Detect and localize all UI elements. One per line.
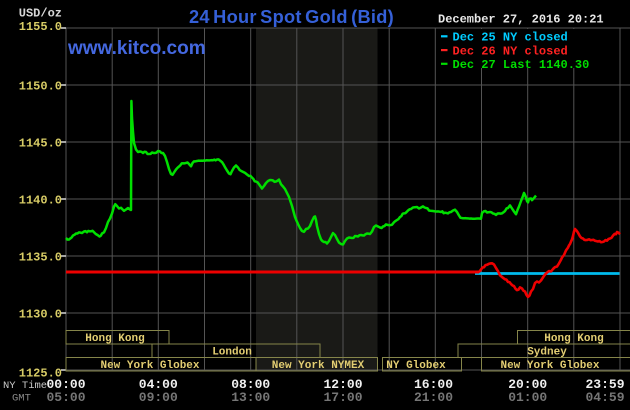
svg-text:09:00: 09:00 <box>139 390 178 405</box>
svg-text:1140.0: 1140.0 <box>19 193 62 207</box>
svg-text:1150.0: 1150.0 <box>19 79 62 93</box>
svg-text:1145.0: 1145.0 <box>19 136 62 150</box>
svg-text:20:00: 20:00 <box>508 377 547 392</box>
svg-text:16:00: 16:00 <box>414 377 453 392</box>
svg-text:New York Globex: New York Globex <box>100 360 199 372</box>
svg-text:01:00: 01:00 <box>508 390 547 405</box>
svg-text:08:00: 08:00 <box>231 377 270 392</box>
svg-text:23:59: 23:59 <box>585 377 624 392</box>
svg-text:Hong Kong: Hong Kong <box>544 333 603 345</box>
svg-text:12:00: 12:00 <box>323 377 362 392</box>
svg-text:USD/oz: USD/oz <box>19 7 62 21</box>
svg-text:London: London <box>212 347 252 359</box>
svg-text:December 27, 2016 20:21: December 27, 2016 20:21 <box>438 13 604 27</box>
svg-text:1130.0: 1130.0 <box>19 307 62 321</box>
svg-text:1125.0: 1125.0 <box>19 367 62 381</box>
svg-text:GMT: GMT <box>12 393 31 405</box>
svg-text:New York NYMEX: New York NYMEX <box>272 360 365 372</box>
svg-text:Dec 25 NY closed: Dec 25 NY closed <box>453 31 568 45</box>
svg-text:04:59: 04:59 <box>585 390 624 405</box>
svg-text:NY Time: NY Time <box>3 380 47 392</box>
svg-text:Dec 27 Last 1140.30: Dec 27 Last 1140.30 <box>453 58 590 72</box>
svg-text:04:00: 04:00 <box>139 377 178 392</box>
svg-text:17:00: 17:00 <box>323 390 362 405</box>
svg-text:NY Globex: NY Globex <box>386 360 446 372</box>
svg-text:Sydney: Sydney <box>527 347 567 359</box>
svg-text:00:00: 00:00 <box>46 377 85 392</box>
svg-text:Hong Kong: Hong Kong <box>85 333 144 345</box>
svg-text:www.kitco.com: www.kitco.com <box>67 38 206 59</box>
svg-text:1135.0: 1135.0 <box>19 250 62 264</box>
svg-text:21:00: 21:00 <box>414 390 453 405</box>
svg-text:1155.0: 1155.0 <box>19 20 62 34</box>
svg-text:13:00: 13:00 <box>231 390 270 405</box>
svg-text:New York Globex: New York Globex <box>500 360 599 372</box>
svg-text:05:00: 05:00 <box>46 390 85 405</box>
svg-text:Dec 26 NY closed: Dec 26 NY closed <box>453 44 568 58</box>
svg-text:24 Hour Spot Gold (Bid): 24 Hour Spot Gold (Bid) <box>189 7 394 27</box>
